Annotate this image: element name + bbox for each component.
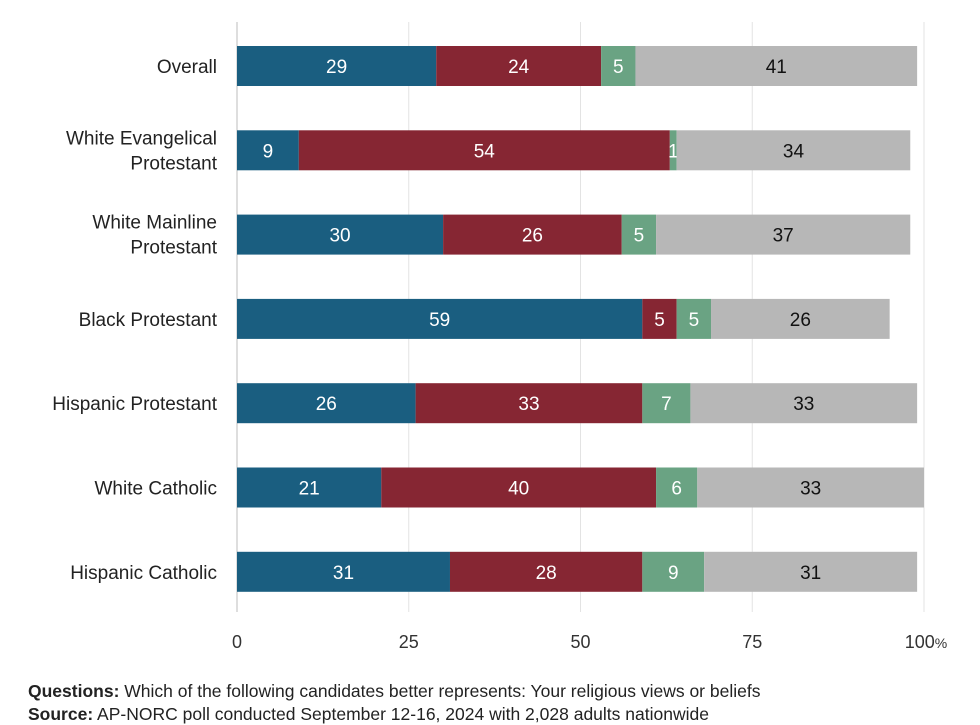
bar-segment	[237, 130, 299, 171]
bar-segment	[642, 383, 691, 424]
bar-segment	[443, 214, 622, 255]
bar-segment	[449, 551, 643, 592]
x-tick-label: 75	[742, 632, 762, 652]
bar-segment	[237, 298, 643, 339]
bar-segment	[656, 214, 911, 255]
x-tick-label: 25	[399, 632, 419, 652]
bar-value-label: 41	[766, 57, 787, 78]
category-label: Overall	[157, 57, 217, 78]
bar-segment	[436, 46, 602, 86]
bar-value-label: 7	[661, 394, 672, 415]
bar-segment	[237, 383, 416, 424]
bar-segment	[642, 551, 705, 592]
bar-value-label: 26	[522, 226, 543, 247]
bar-value-label: 33	[800, 479, 821, 500]
bar-value-label: 5	[689, 310, 700, 331]
footnote-questions: Questions: Which of the following candid…	[28, 681, 760, 702]
category-label: White Catholic	[95, 479, 218, 500]
bar-value-label: 26	[790, 310, 811, 331]
category-label: Hispanic Catholic	[70, 563, 217, 584]
bar-segment	[237, 46, 437, 86]
bar-segment	[237, 467, 382, 508]
bar-segment	[690, 383, 918, 424]
bar-segment	[656, 467, 698, 508]
bar-segment	[697, 467, 924, 508]
bar-value-label: 5	[613, 57, 624, 78]
bar-value-label: 26	[316, 394, 337, 415]
bar-value-label: 30	[329, 226, 350, 247]
x-tick-label: 0	[232, 632, 242, 652]
bar-segment	[642, 298, 677, 339]
bar-segment	[635, 46, 918, 86]
bar-segment	[415, 383, 643, 424]
x-tick-label: 50	[570, 632, 590, 652]
bar-segment	[711, 298, 890, 339]
bar-segment	[298, 130, 670, 171]
bar-value-label: 28	[536, 563, 557, 584]
category-label: White Evangelical Protestant	[66, 128, 218, 174]
bar-value-label: 54	[474, 141, 496, 162]
source-label: Source:	[28, 704, 94, 724]
category-label: Hispanic Protestant	[52, 394, 217, 415]
questions-text: Which of the following candidates better…	[119, 681, 761, 701]
bar-segment	[237, 214, 444, 255]
bar-value-label: 21	[299, 479, 320, 500]
bar-value-label: 31	[333, 563, 354, 584]
bar-value-label: 31	[800, 563, 821, 584]
category-label-line: White Mainline	[92, 213, 217, 234]
bar-segment	[669, 130, 677, 171]
bar-segment	[676, 298, 712, 339]
category-label-line: Protestant	[130, 153, 217, 174]
bar-value-label: 40	[508, 479, 529, 500]
bar-value-label: 5	[634, 226, 645, 247]
category-label-line: Protestant	[130, 238, 217, 259]
bar-value-label: 24	[508, 57, 530, 78]
bar-value-label: 29	[326, 57, 347, 78]
bar-segment	[601, 46, 636, 86]
category-label: White Mainline Protestant	[92, 213, 217, 259]
x-tick-label: 100%	[905, 632, 948, 652]
bar-segment	[676, 130, 911, 171]
questions-label: Questions:	[28, 681, 120, 701]
category-label-line: White Evangelical	[66, 128, 217, 149]
bar-value-label: 9	[668, 563, 679, 584]
bar-value-label: 33	[793, 394, 814, 415]
bar-value-label: 33	[518, 394, 539, 415]
bar-value-label: 1	[668, 141, 679, 162]
source-text: AP-NORC poll conducted September 12-16, …	[93, 704, 709, 724]
bar-segment	[704, 551, 918, 592]
category-label: Black Protestant	[79, 310, 218, 331]
bar-segment	[621, 214, 657, 255]
bar-value-label: 9	[263, 141, 274, 162]
bar-segment	[237, 551, 450, 592]
bar-segment	[381, 467, 657, 508]
bar-value-label: 37	[773, 226, 794, 247]
bar-value-label: 34	[783, 141, 805, 162]
bar-value-label: 59	[429, 310, 450, 331]
bar-value-label: 5	[654, 310, 665, 331]
bar-value-label: 6	[671, 479, 682, 500]
x-unit-label: %	[935, 635, 947, 651]
footnote-source: Source: AP-NORC poll conducted September…	[28, 704, 709, 725]
